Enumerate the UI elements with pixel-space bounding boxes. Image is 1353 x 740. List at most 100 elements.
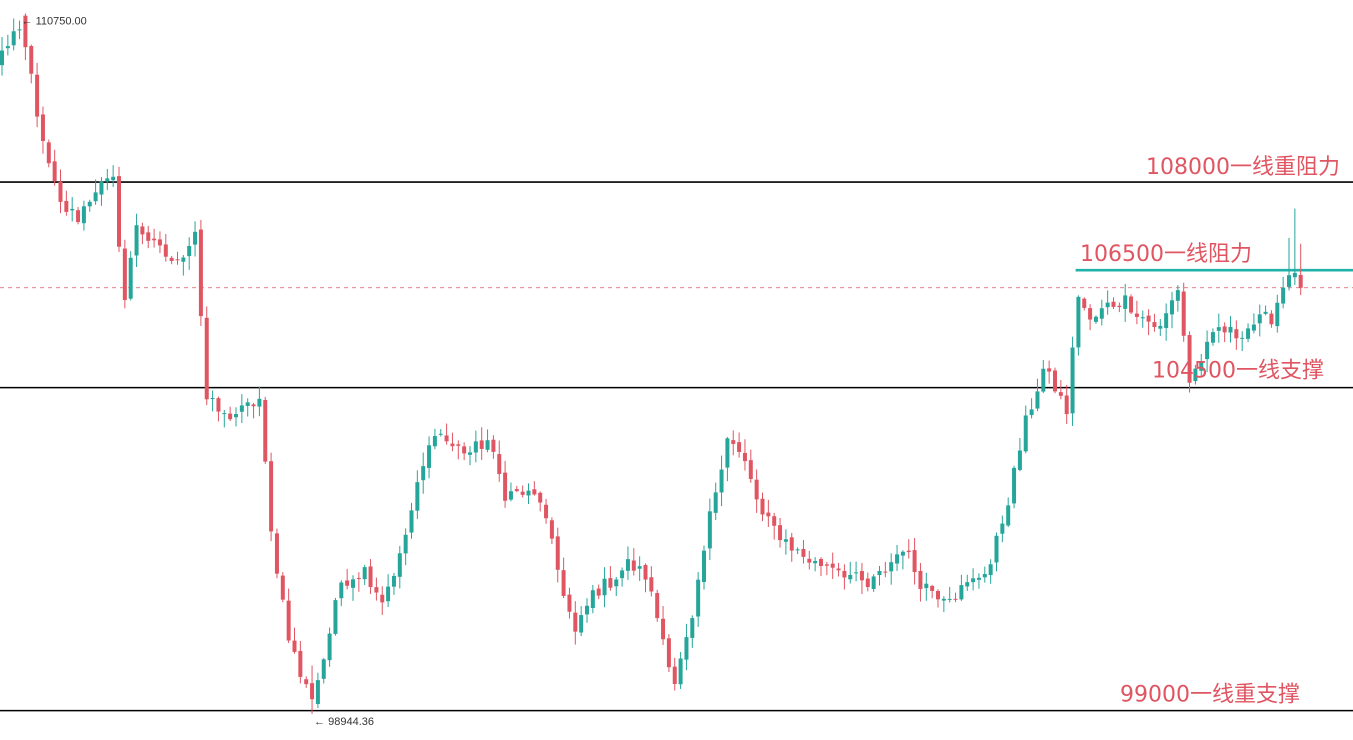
candle-body <box>754 479 759 500</box>
candle <box>848 561 853 584</box>
candle-body <box>696 579 701 617</box>
candle <box>637 556 642 581</box>
candle-body <box>1298 274 1303 288</box>
candle-body <box>216 398 221 412</box>
candle-body <box>415 482 420 511</box>
candle <box>70 197 75 222</box>
candle-body <box>526 490 531 496</box>
candle <box>965 574 970 591</box>
candle <box>930 584 935 599</box>
candle <box>146 225 151 249</box>
candle <box>731 430 736 456</box>
candle-body <box>473 441 478 453</box>
candle-body <box>988 564 993 576</box>
candle-body <box>684 637 689 660</box>
candle <box>1181 282 1186 342</box>
candle-body <box>1170 300 1174 315</box>
candle-body <box>1152 322 1157 328</box>
candle-body <box>257 398 262 407</box>
candle-body <box>637 566 642 569</box>
candle-body <box>351 579 355 588</box>
candle <box>936 589 940 608</box>
candle <box>292 627 297 654</box>
candle <box>35 62 40 128</box>
candle <box>514 485 519 493</box>
candle-body <box>438 433 443 435</box>
candle <box>345 568 350 590</box>
candle-body <box>1175 290 1180 301</box>
candle-body <box>64 200 69 212</box>
candle-body <box>1146 315 1151 322</box>
candle <box>438 429 443 437</box>
candle <box>1082 297 1087 311</box>
candle-body <box>485 440 490 450</box>
candle <box>620 567 625 587</box>
candle-body <box>1123 295 1128 309</box>
candle-body <box>1041 368 1046 392</box>
candle <box>503 460 508 508</box>
candle <box>854 561 859 582</box>
candle-body <box>269 461 274 532</box>
candle-body <box>298 650 303 677</box>
candle <box>450 432 455 452</box>
candle <box>883 561 888 578</box>
candle <box>1053 367 1057 394</box>
candle-body <box>362 567 367 580</box>
candle <box>789 532 794 562</box>
candle-body <box>1093 316 1098 322</box>
candle <box>1234 320 1239 350</box>
candle-body <box>941 598 946 601</box>
candle <box>432 428 437 450</box>
candle-body <box>883 571 888 573</box>
candle <box>356 572 361 592</box>
candle-body <box>175 259 180 261</box>
candle-body <box>1281 287 1286 304</box>
candle <box>608 566 613 591</box>
candle <box>386 574 391 608</box>
candle-body <box>374 587 379 593</box>
candle <box>1152 313 1157 332</box>
candle-body <box>702 550 706 583</box>
candle-body <box>1129 296 1134 313</box>
candle <box>5 34 10 56</box>
high-label: ← 110750.00 <box>22 16 87 28</box>
candle-body <box>222 413 227 415</box>
candle-body <box>930 585 935 591</box>
candle-body <box>918 570 923 589</box>
candle <box>1175 285 1180 312</box>
candle <box>690 615 695 648</box>
candle <box>473 430 478 463</box>
candle-body <box>0 50 4 66</box>
candle-body <box>1105 302 1110 308</box>
candle-body <box>1193 368 1198 382</box>
candle-body <box>760 498 765 515</box>
candle-body <box>427 445 432 468</box>
candle-body <box>193 231 198 245</box>
candle <box>508 482 513 502</box>
candle <box>479 427 484 460</box>
candle-body <box>327 633 332 661</box>
candle <box>877 565 882 586</box>
candle <box>959 574 964 601</box>
candle-body <box>210 398 215 400</box>
candle <box>485 429 490 453</box>
candle-body <box>152 238 157 241</box>
candle <box>286 588 291 644</box>
candle-body <box>204 317 209 400</box>
candle <box>362 564 367 585</box>
candle-body <box>93 192 98 202</box>
candle <box>684 623 689 671</box>
candle <box>397 546 402 589</box>
candle <box>912 538 917 585</box>
candle <box>111 165 116 187</box>
candle <box>1210 328 1215 346</box>
candle <box>1117 302 1122 313</box>
candle-body <box>380 594 385 603</box>
candle-body <box>169 257 174 261</box>
candle-body <box>1251 324 1256 331</box>
candle-body <box>947 598 952 600</box>
candle <box>889 553 894 585</box>
candle <box>1017 437 1022 472</box>
candle-body <box>859 571 864 581</box>
candle-body <box>819 558 823 567</box>
